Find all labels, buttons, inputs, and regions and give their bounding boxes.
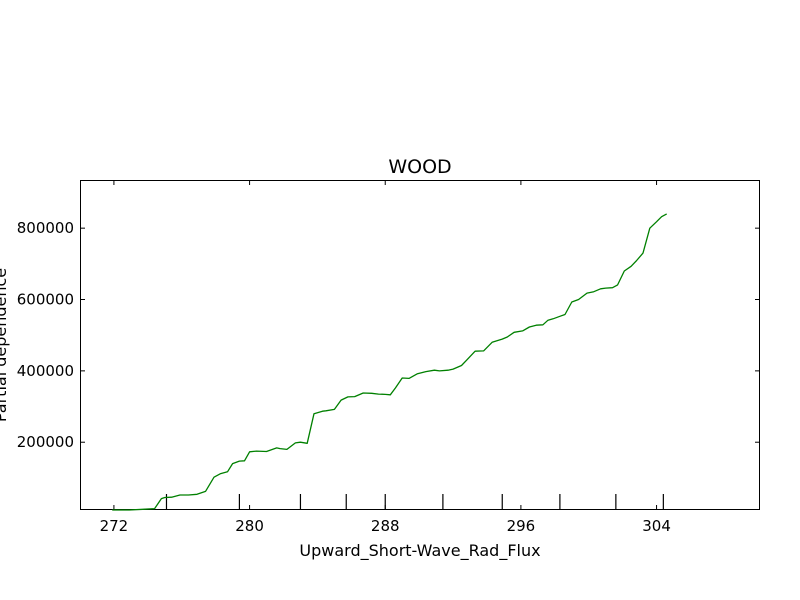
x-axis-label: Upward_Short-Wave_Rad_Flux <box>299 541 540 561</box>
plot-area-frame <box>80 180 760 510</box>
series-line <box>112 213 668 511</box>
x-axis-ticks: 272 280 288 296 304 <box>100 180 671 535</box>
y-axis-ticks: 200000 400000 600000 800000 <box>17 219 760 451</box>
series-group <box>112 213 668 511</box>
x-tick-label: 296 <box>507 517 536 535</box>
x-tick-label: 280 <box>235 517 264 535</box>
rug-marks <box>165 494 664 510</box>
chart-title: WOOD <box>388 156 451 178</box>
x-tick-label: 304 <box>642 517 671 535</box>
x-tick-label: 272 <box>100 517 129 535</box>
y-tick-label: 200000 <box>17 433 74 451</box>
y-tick-label: 800000 <box>17 219 74 237</box>
x-tick-label: 288 <box>371 517 400 535</box>
y-tick-label: 400000 <box>17 362 74 380</box>
y-axis-label: Partial dependence <box>0 268 10 422</box>
y-tick-label: 600000 <box>17 291 74 309</box>
